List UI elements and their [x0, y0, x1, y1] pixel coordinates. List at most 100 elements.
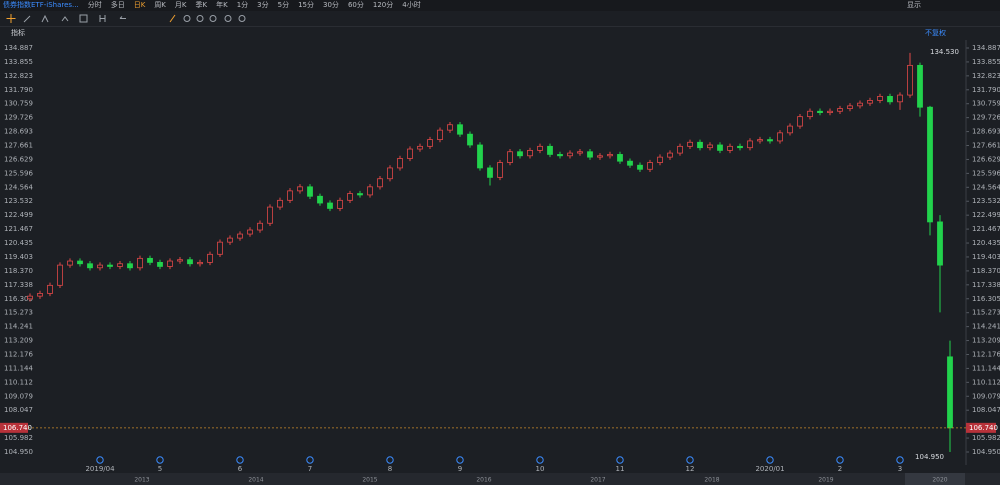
period-tab[interactable]: 周K	[154, 1, 166, 9]
y2-tick-label: 120.435	[972, 239, 1000, 247]
adjust-button[interactable]: 不复权	[925, 29, 946, 37]
candle-body	[877, 96, 883, 101]
period-tab[interactable]: 4小时	[402, 1, 421, 9]
y2-tick-label: 114.241	[972, 323, 1000, 331]
candle-body	[597, 155, 603, 158]
event-marker	[766, 456, 774, 464]
candle-body	[147, 257, 153, 263]
y-tick-label: 122.499	[4, 211, 33, 219]
event-marker	[96, 456, 104, 464]
period-tab[interactable]: 日K	[133, 1, 146, 9]
candle-body	[27, 295, 33, 300]
y2-tick-label: 134.887	[972, 44, 1000, 52]
candle-body	[917, 64, 923, 108]
period-tab[interactable]: 多日	[110, 1, 125, 9]
candle-body	[757, 139, 763, 142]
candle-body	[517, 151, 523, 157]
period-tab[interactable]: 3分	[257, 1, 269, 9]
candle-body	[607, 154, 613, 157]
period-tab[interactable]: 15分	[298, 1, 315, 9]
indicator-button[interactable]: 指标	[11, 29, 25, 37]
candle-body	[187, 259, 193, 265]
candle-body	[157, 261, 163, 267]
candle-body	[297, 186, 303, 192]
panel-header: 指标 不复权	[0, 27, 1000, 39]
candle-body	[777, 132, 783, 142]
period-tab[interactable]: 60分	[347, 1, 364, 9]
display-button[interactable]: 显示	[907, 1, 921, 9]
candle-body	[867, 100, 873, 104]
period-tab[interactable]: 月K	[174, 1, 187, 9]
navigator-label: 2019	[818, 477, 833, 484]
candle-body	[617, 154, 623, 162]
y2-tick-label: 122.499	[972, 211, 1000, 219]
candle-body	[477, 144, 483, 169]
y2-tick-label: 132.823	[972, 72, 1000, 80]
y-tick-label: 109.079	[4, 392, 33, 400]
period-tab[interactable]: 5分	[277, 1, 290, 9]
candle-body	[797, 116, 803, 127]
navigator-label: 2015	[362, 477, 377, 484]
candle-body	[237, 233, 243, 239]
event-marker	[616, 456, 624, 464]
candle-body	[437, 129, 443, 140]
last-price-label: 106.740	[969, 424, 998, 432]
candle-body	[727, 145, 733, 151]
candle-body	[447, 124, 453, 131]
candle-body	[127, 263, 133, 269]
candle-body	[657, 156, 663, 163]
y-tick-label: 132.823	[4, 72, 33, 80]
period-tab[interactable]: 年K	[216, 1, 228, 9]
period-tab[interactable]: 1分	[236, 1, 249, 9]
candle-body	[767, 139, 773, 142]
y2-tick-label: 126.629	[972, 155, 1000, 163]
y-tick-label: 128.693	[4, 128, 33, 136]
x-tick-label: 10	[536, 465, 545, 473]
candle-body	[737, 145, 743, 149]
y-tick-label: 124.564	[4, 183, 33, 191]
y2-tick-label: 131.790	[972, 86, 1000, 94]
candle-body	[287, 190, 293, 201]
period-tab[interactable]: 30分	[323, 1, 339, 9]
candle-body	[647, 162, 653, 170]
candle-body	[587, 151, 593, 158]
event-marker	[686, 456, 694, 464]
y-tick-label: 114.241	[4, 323, 33, 331]
candle-body	[97, 264, 103, 269]
y-tick-label: 108.047	[4, 406, 33, 414]
y-tick-label: 126.629	[4, 155, 33, 163]
y2-tick-label: 118.370	[972, 267, 1000, 275]
event-marker	[306, 456, 314, 464]
candle-body	[37, 293, 43, 297]
candle-body	[117, 263, 123, 267]
y2-tick-label: 105.982	[972, 434, 1000, 442]
candle-body	[337, 199, 343, 209]
candle-body	[197, 261, 203, 265]
candle-body	[697, 141, 703, 149]
y-tick-label: 123.532	[4, 197, 33, 205]
candle-body	[717, 144, 723, 151]
candle-body	[277, 199, 283, 208]
candle-body	[317, 195, 323, 204]
x-tick-label: 7	[308, 465, 312, 473]
event-marker	[386, 456, 394, 464]
instrument-title[interactable]: 债券指数ETF-iShares...	[3, 1, 79, 9]
candle-body	[137, 257, 143, 269]
y2-tick-label: 121.467	[972, 225, 1000, 233]
y2-tick-label: 113.209	[972, 337, 1000, 345]
x-tick-label: 2	[838, 465, 842, 473]
navigator-window[interactable]	[905, 473, 965, 485]
period-tab[interactable]: 季K	[195, 1, 208, 9]
candle-body	[227, 237, 233, 243]
y-tick-label: 117.338	[4, 281, 33, 289]
y2-tick-label: 108.047	[972, 406, 1000, 414]
period-tab[interactable]: 120分	[372, 1, 394, 9]
y-tick-label: 129.726	[4, 114, 33, 122]
y2-tick-label: 112.176	[972, 350, 1000, 358]
period-tab[interactable]: 分时	[87, 1, 102, 9]
x-tick-label: 6	[238, 465, 243, 473]
y-tick-label: 105.982	[4, 434, 33, 442]
y2-tick-label: 119.403	[972, 253, 1000, 261]
navigator-label: 2020	[932, 477, 947, 484]
y-tick-label: 116.305	[4, 295, 33, 303]
